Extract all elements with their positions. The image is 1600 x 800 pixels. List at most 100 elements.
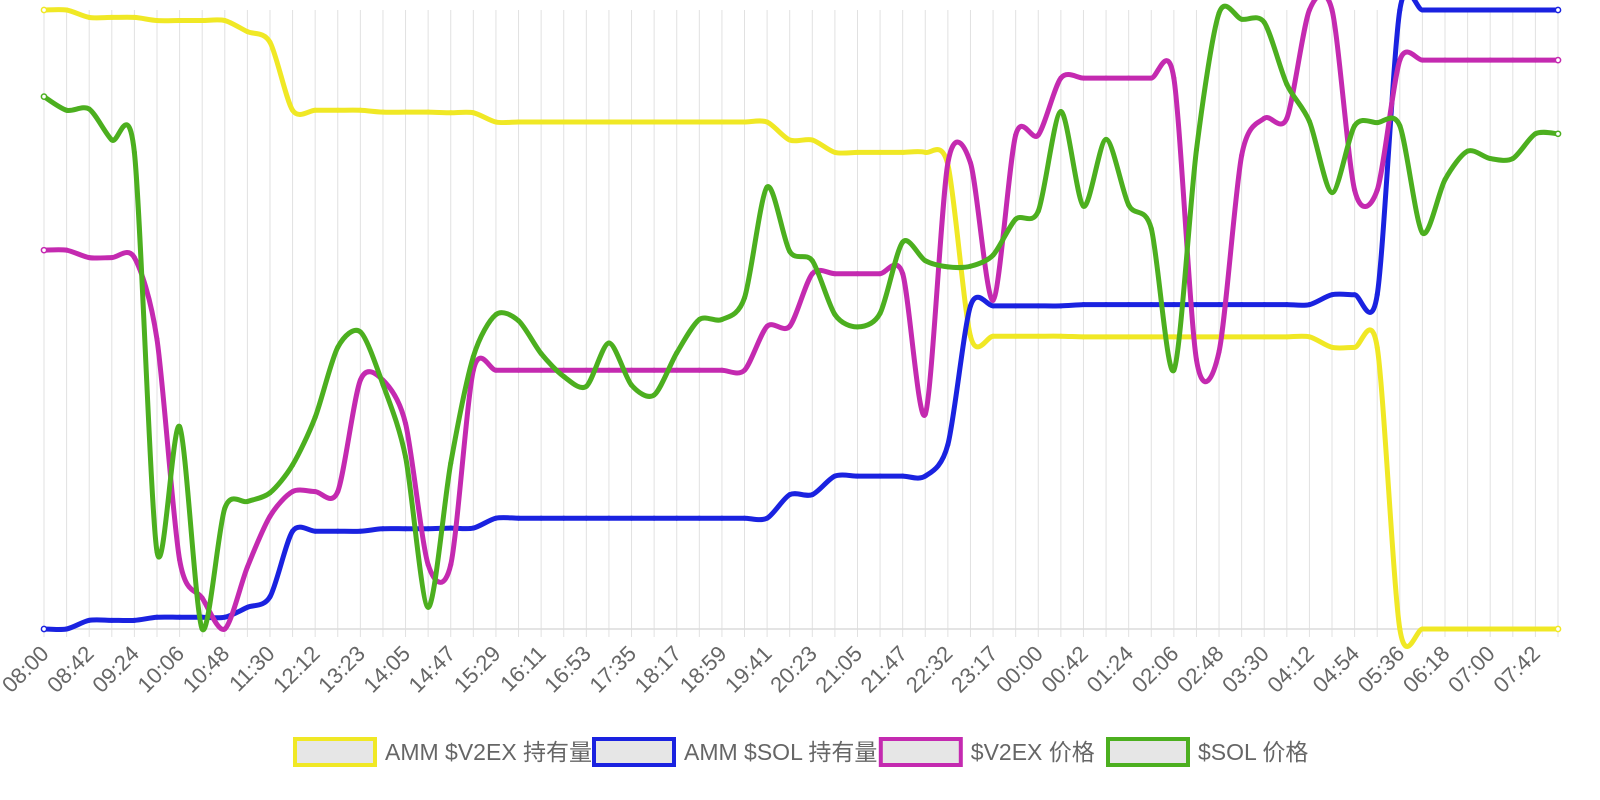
data-point: [854, 324, 860, 330]
data-point: [493, 367, 499, 373]
data-point: [109, 617, 115, 623]
data-point: [244, 564, 250, 570]
legend-item[interactable]: AMM $V2EX 持有量: [293, 737, 592, 767]
data-point: [154, 18, 160, 24]
data-point: [1013, 216, 1019, 222]
data-point: [1510, 156, 1516, 162]
data-point: [1103, 75, 1109, 81]
data-point: [1352, 123, 1358, 129]
data-point: [86, 106, 92, 112]
data-point: [719, 367, 725, 373]
data-point: [900, 149, 906, 155]
data-point: [538, 515, 544, 521]
series-line: [41, 3, 1561, 633]
data-point: [1374, 120, 1380, 126]
legend-item[interactable]: $V2EX 价格: [878, 737, 1095, 767]
data-point: [199, 18, 205, 24]
data-point: [1510, 57, 1516, 63]
data-point: [583, 515, 589, 521]
data-point: [1442, 626, 1448, 632]
data-point: [674, 119, 680, 125]
data-point: [742, 515, 748, 521]
data-point: [990, 333, 996, 339]
data-point: [1171, 334, 1177, 340]
data-point: [787, 492, 793, 498]
data-point: [357, 528, 363, 534]
x-tick-label: 14:05: [358, 641, 415, 698]
data-point: [900, 473, 906, 479]
data-point: [1510, 626, 1516, 632]
data-point: [131, 149, 137, 155]
data-point: [651, 515, 657, 521]
legend-item[interactable]: $SOL 价格: [1106, 737, 1308, 767]
series-2: [40, 0, 1562, 633]
x-tick-label: 01:24: [1082, 641, 1139, 698]
data-point: [290, 462, 296, 468]
data-point: [290, 489, 296, 495]
data-point: [222, 505, 228, 511]
data-point: [403, 526, 409, 532]
legend-label: $V2EX 价格: [971, 739, 1095, 765]
data-point: [1126, 75, 1132, 81]
data-point: [561, 515, 567, 521]
data-point: [131, 617, 137, 623]
legend-swatch: [1106, 737, 1190, 767]
legend-swatch: [293, 737, 377, 767]
data-point: [222, 626, 228, 632]
legend-swatch: [592, 737, 676, 767]
data-point: [1532, 7, 1538, 13]
data-point: [403, 420, 409, 426]
data-point: [1419, 626, 1425, 632]
data-point: [1419, 7, 1425, 13]
data-point: [832, 312, 838, 318]
data-point: [1374, 344, 1380, 350]
data-point: [470, 525, 476, 531]
x-tick-label: 07:00: [1443, 641, 1500, 698]
x-axis: 08:0008:4209:2410:0610:4811:3012:1213:23…: [0, 628, 1558, 698]
x-tick-label: 10:48: [178, 641, 235, 698]
data-point: [1193, 357, 1199, 363]
data-point: [267, 39, 273, 45]
data-point: [877, 310, 883, 316]
data-point: [629, 367, 635, 373]
data-point: [1148, 334, 1154, 340]
x-tick-label: 04:54: [1308, 641, 1365, 698]
data-point: [854, 149, 860, 155]
data-point: [1554, 130, 1562, 138]
data-point: [1284, 302, 1290, 308]
data-point: [1058, 333, 1064, 339]
data-point: [787, 137, 793, 143]
data-point: [1554, 6, 1562, 14]
data-point: [561, 373, 567, 379]
data-point: [1352, 344, 1358, 350]
data-point: [199, 595, 205, 601]
series-3: [40, 0, 1562, 632]
x-tick-label: 02:48: [1172, 641, 1229, 698]
legend-item[interactable]: AMM $SOL 持有量: [592, 737, 877, 767]
data-point: [1261, 302, 1267, 308]
data-point: [1487, 156, 1493, 162]
data-point: [1239, 334, 1245, 340]
data-point: [1465, 7, 1471, 13]
legend-label: AMM $V2EX 持有量: [385, 739, 592, 765]
data-point: [448, 562, 454, 568]
data-point: [719, 317, 725, 322]
data-point: [629, 119, 635, 125]
data-point: [470, 354, 476, 360]
data-point: [312, 107, 318, 113]
x-tick-label: 11:30: [224, 641, 279, 696]
data-point: [696, 367, 702, 373]
data-point: [1148, 302, 1154, 308]
data-point: [1284, 115, 1290, 121]
x-tick-label: 14:47: [404, 641, 461, 698]
data-point: [606, 515, 612, 521]
data-point: [1126, 202, 1132, 208]
data-point: [1284, 334, 1290, 340]
data-point: [922, 149, 928, 155]
data-point: [583, 119, 589, 125]
data-point: [154, 614, 160, 620]
data-point: [516, 318, 522, 324]
series-line: [41, 0, 1561, 632]
data-point: [809, 271, 815, 277]
data-point: [990, 252, 996, 258]
